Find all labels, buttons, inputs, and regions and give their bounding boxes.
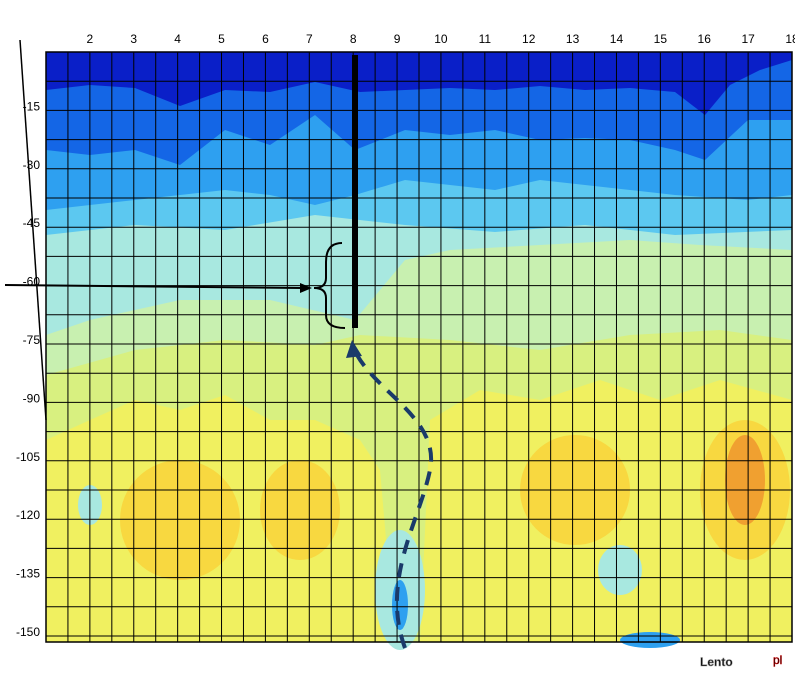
- arrow-head: [346, 340, 362, 358]
- x-tick-label: 12: [522, 32, 536, 46]
- x-tick-label: 10: [434, 32, 448, 46]
- x-tick-label: 6: [262, 32, 269, 46]
- x-tick-label: 11: [479, 32, 492, 46]
- y-tick-label: -30: [23, 158, 41, 172]
- watermark-suffix: pl: [773, 653, 782, 667]
- arrow-head: [300, 283, 312, 293]
- plot-frame: [45, 51, 793, 643]
- y-tick-label: -15: [23, 99, 41, 113]
- x-tick-label: 17: [741, 32, 755, 46]
- y-tick-label: -150: [16, 625, 40, 639]
- x-tick-label: 18: [785, 32, 795, 46]
- y-tick-label: -135: [16, 567, 40, 581]
- band: [598, 545, 642, 595]
- axis-line: [19, 39, 47, 421]
- y-tick-label: -60: [23, 275, 41, 289]
- y-tick-label: -120: [16, 508, 40, 522]
- contour-bands: [46, 52, 792, 650]
- y-tick-label: -45: [23, 216, 41, 230]
- x-tick-label: 13: [566, 32, 580, 46]
- x-tick-label: 15: [654, 32, 668, 46]
- dashed-arrow: [355, 354, 434, 649]
- x-tick-label: 14: [610, 32, 624, 46]
- arrow-line: [4, 284, 303, 289]
- band: [260, 460, 340, 560]
- y-tick-label: -105: [16, 450, 40, 464]
- y-tick-label: -75: [23, 333, 41, 347]
- brace: [313, 242, 346, 329]
- x-tick-label: 4: [174, 32, 181, 46]
- x-tick-label: 2: [87, 32, 94, 46]
- x-tick-label: 3: [130, 32, 137, 46]
- x-tick-label: 9: [394, 32, 401, 46]
- x-tick-label: 7: [306, 32, 313, 46]
- watermark: Lento: [700, 655, 733, 669]
- x-tick-label: 8: [350, 32, 357, 46]
- x-tick-label: 16: [698, 32, 712, 46]
- grid: [45, 51, 793, 643]
- x-tick-label: 5: [218, 32, 225, 46]
- band: [620, 632, 680, 648]
- y-tick-label: -90: [23, 391, 41, 405]
- band: [725, 435, 765, 525]
